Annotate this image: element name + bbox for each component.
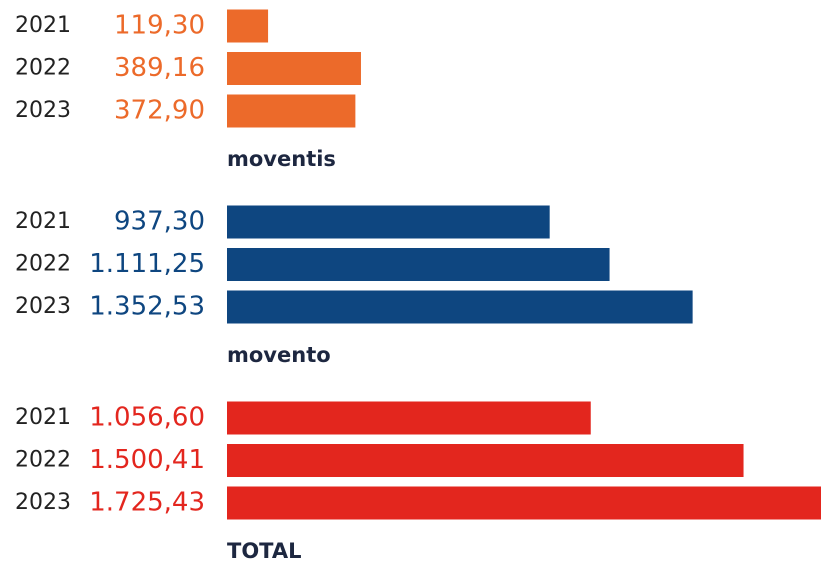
year-label: 2023 [15, 294, 71, 319]
year-label: 2021 [15, 209, 71, 234]
bar [227, 444, 744, 477]
bar [227, 248, 610, 281]
value-label: 119,30 [114, 11, 205, 41]
bar [227, 52, 361, 85]
year-label: 2022 [15, 252, 71, 277]
bar [227, 9, 269, 43]
year-label: 2022 [15, 56, 71, 81]
bar [227, 486, 821, 520]
value-label: 1.725,43 [89, 488, 205, 518]
value-label: 372,90 [114, 96, 205, 126]
year-label: 2021 [15, 13, 71, 38]
value-label: 1.500,41 [89, 445, 205, 475]
year-label: 2022 [15, 448, 71, 473]
year-label: 2023 [15, 98, 71, 123]
bar [227, 205, 550, 239]
year-label: 2023 [15, 490, 71, 515]
value-label: 389,16 [114, 53, 205, 83]
value-label: 1.056,60 [89, 403, 205, 433]
value-label: 1.111,25 [89, 249, 205, 279]
year-label: 2021 [15, 405, 71, 430]
group-title: movento [227, 343, 331, 367]
bar [227, 290, 693, 324]
bar [227, 401, 591, 435]
group-title: TOTAL [227, 539, 302, 563]
bar [227, 94, 356, 128]
value-label: 1.352,53 [89, 292, 205, 322]
value-label: 937,30 [114, 207, 205, 237]
group-title: moventis [227, 147, 336, 171]
